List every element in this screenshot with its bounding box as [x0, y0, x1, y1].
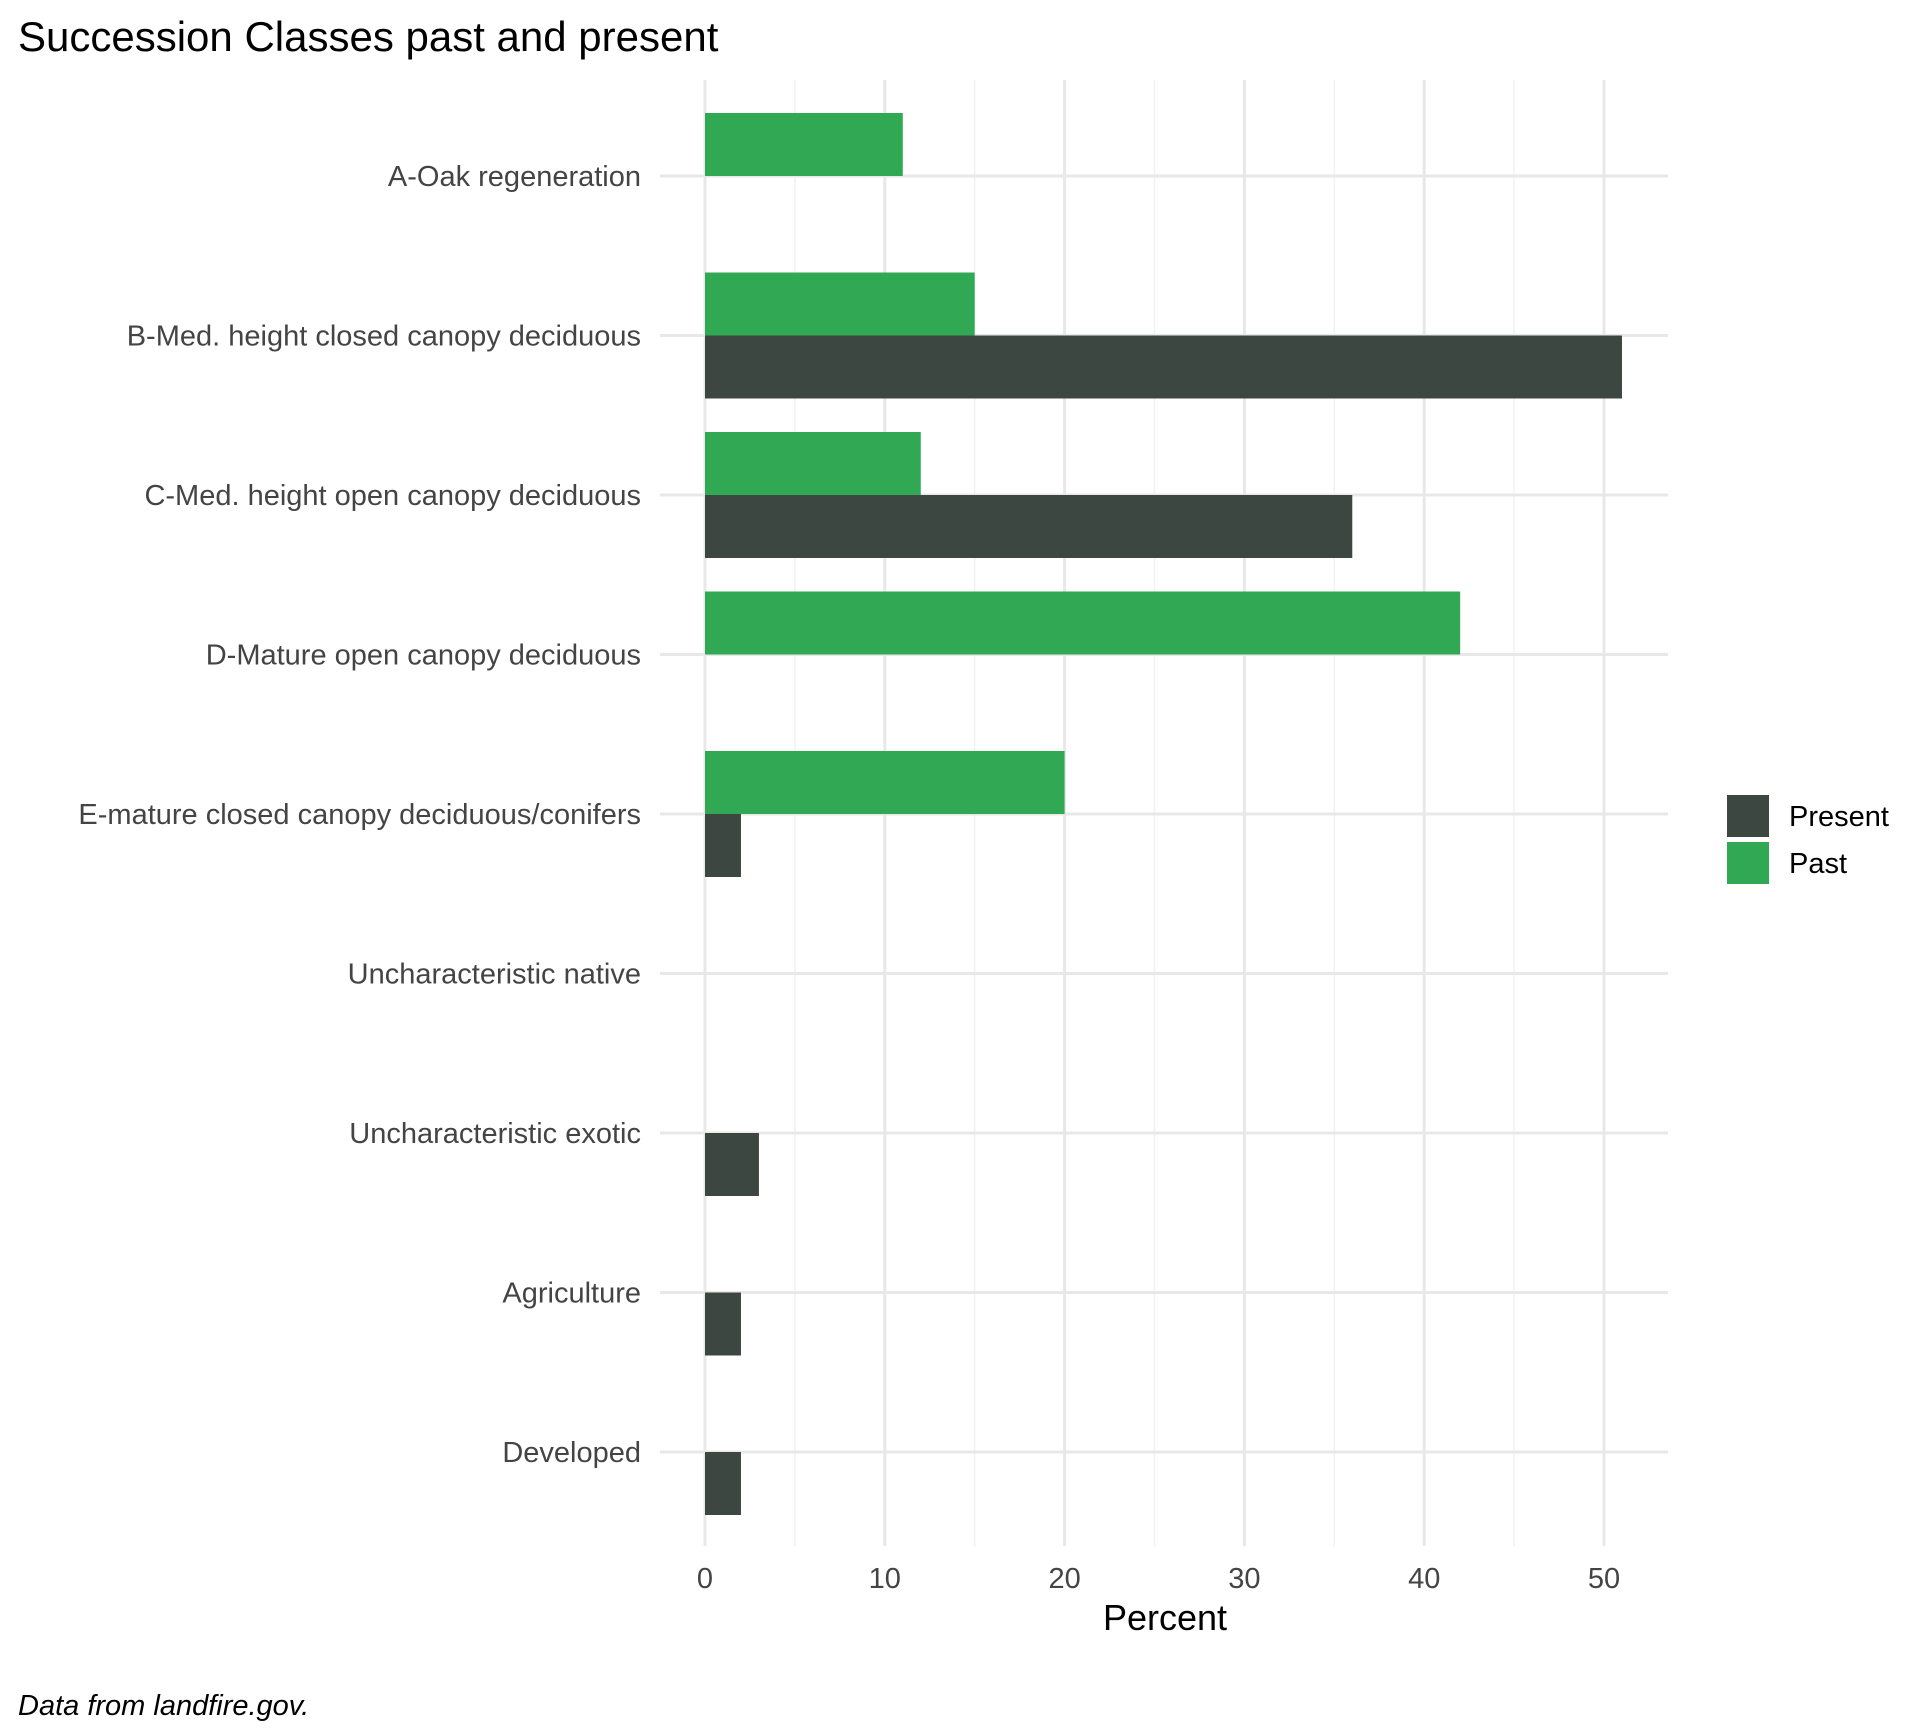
- x-tick-label: 10: [869, 1563, 901, 1595]
- category-label: Agriculture: [502, 1278, 641, 1310]
- legend-swatch: [1727, 795, 1769, 837]
- x-tick-label: 20: [1048, 1563, 1080, 1595]
- x-tick-label: 40: [1408, 1563, 1440, 1595]
- category-label: Uncharacteristic native: [348, 959, 641, 991]
- category-label: A-Oak regeneration: [388, 161, 641, 193]
- category-label: Developed: [502, 1437, 641, 1469]
- category-label: B-Med. height closed canopy deciduous: [127, 321, 641, 353]
- x-tick-label: 30: [1228, 1563, 1260, 1595]
- bar-past: [705, 591, 1461, 655]
- category-labels: A-Oak regeneration B-Med. height closed c…: [78, 161, 641, 1469]
- x-tick-labels: 0 10 20 30 40 50: [697, 1563, 1620, 1595]
- bar-present: [705, 1133, 759, 1196]
- bar-past: [705, 113, 903, 176]
- category-label: E-mature closed canopy deciduous/conifer…: [78, 799, 641, 831]
- legend: Present Past: [1727, 795, 1889, 884]
- bar-past: [705, 272, 975, 336]
- legend-label: Present: [1789, 801, 1889, 833]
- bar-past: [705, 751, 1065, 814]
- chart-caption: Data from landfire.gov.: [18, 1690, 309, 1722]
- bar-past: [705, 432, 921, 495]
- bar-present: [705, 1452, 741, 1515]
- bar-present: [705, 495, 1353, 558]
- legend-label: Past: [1789, 848, 1847, 880]
- legend-swatch: [1727, 842, 1769, 884]
- chart-title: Succession Classes past and present: [18, 13, 719, 60]
- bar-present: [705, 335, 1622, 399]
- x-tick-label: 50: [1588, 1563, 1620, 1595]
- x-tick-label: 0: [697, 1563, 713, 1595]
- category-label: C-Med. height open canopy deciduous: [144, 480, 641, 512]
- category-label: Uncharacteristic exotic: [349, 1118, 641, 1150]
- bars: [705, 113, 1622, 1515]
- category-label: D-Mature open canopy deciduous: [206, 640, 641, 672]
- bar-present: [705, 814, 741, 877]
- bar-present: [705, 1292, 741, 1356]
- x-axis-title: Percent: [1103, 1597, 1227, 1638]
